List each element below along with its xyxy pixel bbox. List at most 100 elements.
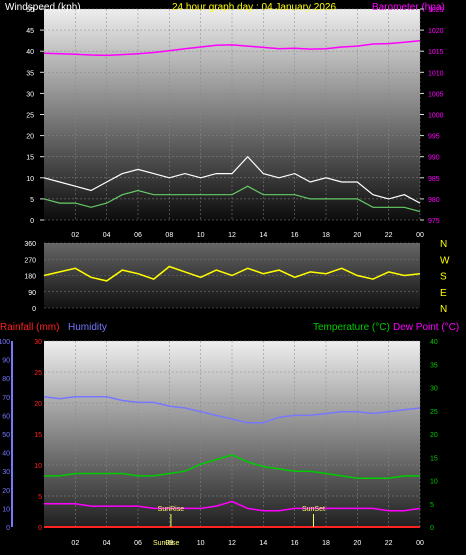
sun-annotation: SunRise [153, 540, 180, 547]
x-tick-label: 22 [385, 232, 393, 239]
y-tick-label: 30 [2, 469, 10, 476]
y-tick-label: 90 [28, 290, 36, 297]
y-tick-label: 270 [24, 257, 36, 264]
y-tick-label: 0 [32, 306, 36, 313]
x-tick-label: 12 [228, 232, 236, 239]
x-tick-label: 12 [228, 540, 236, 547]
series-line [44, 500, 421, 512]
x-tick-label: 02 [71, 540, 79, 547]
sun-annotation: SunRise [158, 506, 185, 513]
graph-title: 24 hour graph day : 04 January 2026 [172, 2, 336, 13]
y-rain-tick-label: 0 [38, 525, 42, 532]
y-tick-label: 45 [26, 28, 34, 35]
y-tick-label: 90 [2, 358, 10, 365]
y-rain-tick-label: 30 [34, 339, 42, 346]
y-rain-tick-label: 5 [38, 494, 42, 501]
dew-point-axis-label: Dew Point (°C) [393, 322, 459, 333]
x-tick-label: 00 [416, 232, 424, 239]
compass-label: N [440, 239, 447, 250]
y-tick-label: 15 [26, 155, 34, 162]
rainfall-axis-label: Rainfall (mm) [0, 322, 59, 333]
x-tick-label: 06 [134, 540, 142, 547]
x-tick-label: 04 [103, 540, 111, 547]
y-right-tick-label: 1010 [428, 70, 444, 77]
y-tick-label: 180 [24, 274, 36, 281]
y-tick-label: 40 [2, 451, 10, 458]
windspeed-axis-label: Windspeed (kph) [5, 2, 81, 13]
x-tick-label: 18 [322, 232, 330, 239]
x-tick-label: 18 [322, 540, 330, 547]
y-right-tick-label: 0 [430, 525, 434, 532]
y-right-tick-label: 1015 [428, 49, 444, 56]
series-line [43, 265, 421, 282]
y-right-tick-label: 1020 [428, 28, 444, 35]
y-tick-label: 10 [26, 176, 34, 183]
y-right-tick-label: 5 [430, 502, 434, 509]
x-tick-label: 00 [416, 540, 424, 547]
y-rain-tick-label: 15 [34, 432, 42, 439]
y-right-tick-label: 15 [430, 455, 438, 462]
x-tick-label: 16 [291, 540, 299, 547]
x-tick-label: 22 [385, 540, 393, 547]
y-tick-label: 20 [26, 134, 34, 141]
y-tick-label: 80 [2, 376, 10, 383]
y-tick-label: 10 [2, 506, 10, 513]
x-tick-label: 04 [103, 232, 111, 239]
y-right-tick-label: 980 [428, 197, 440, 204]
y-tick-label: 100 [0, 339, 10, 346]
y-right-tick-label: 25 [430, 409, 438, 416]
y-right-tick-label: 985 [428, 176, 440, 183]
y-right-tick-label: 1025 [428, 7, 444, 14]
temperature-axis-label: Temperature (°C) [313, 322, 390, 333]
y-tick-label: 30 [26, 91, 34, 98]
x-tick-label: 14 [259, 232, 267, 239]
sun-annotation: SunSet [302, 506, 325, 513]
y-tick-label: 35 [26, 70, 34, 77]
y-tick-label: 360 [24, 241, 36, 248]
y-rain-tick-label: 25 [34, 370, 42, 377]
x-tick-label: 10 [197, 232, 205, 239]
series-line [43, 39, 421, 57]
x-tick-label: 20 [353, 232, 361, 239]
y-tick-label: 60 [2, 413, 10, 420]
y-right-tick-label: 30 [430, 386, 438, 393]
y-rain-tick-label: 20 [34, 401, 42, 408]
humidity-axis-label: Humidity [68, 322, 107, 333]
x-tick-label: 02 [71, 232, 79, 239]
x-tick-label: 08 [165, 232, 173, 239]
x-tick-label: 16 [291, 232, 299, 239]
y-tick-label: 40 [26, 49, 34, 56]
y-tick-label: 0 [30, 218, 34, 225]
y-tick-label: 50 [2, 432, 10, 439]
y-tick-label: 25 [26, 113, 34, 120]
compass-label: W [440, 255, 450, 266]
y-right-tick-label: 1000 [428, 113, 444, 120]
x-tick-label: 10 [197, 540, 205, 547]
y-tick-label: 0 [6, 525, 10, 532]
y-tick-label: 70 [2, 395, 10, 402]
y-tick-label: 20 [2, 488, 10, 495]
compass-label: N [440, 304, 447, 315]
y-right-tick-label: 990 [428, 155, 440, 162]
series-line [43, 155, 421, 204]
series-line [43, 185, 421, 213]
y-right-tick-label: 995 [428, 134, 440, 141]
x-tick-label: 08 [165, 540, 173, 547]
y-tick-label: 5 [30, 197, 34, 204]
y-right-tick-label: 975 [428, 218, 440, 225]
x-tick-label: 06 [134, 232, 142, 239]
y-right-tick-label: 10 [430, 479, 438, 486]
barometer-axis-label: Barometer (hpa) [372, 2, 445, 13]
compass-label: S [440, 272, 447, 283]
y-tick-label: 50 [26, 7, 34, 14]
y-right-tick-label: 20 [430, 432, 438, 439]
y-rain-tick-label: 10 [34, 463, 42, 470]
x-tick-label: 14 [259, 540, 267, 547]
y-right-tick-label: 40 [430, 339, 438, 346]
x-tick-label: 20 [353, 540, 361, 547]
compass-label: E [440, 288, 447, 299]
y-right-tick-label: 1005 [428, 91, 444, 98]
series-line [43, 396, 421, 424]
y-right-tick-label: 35 [430, 362, 438, 369]
